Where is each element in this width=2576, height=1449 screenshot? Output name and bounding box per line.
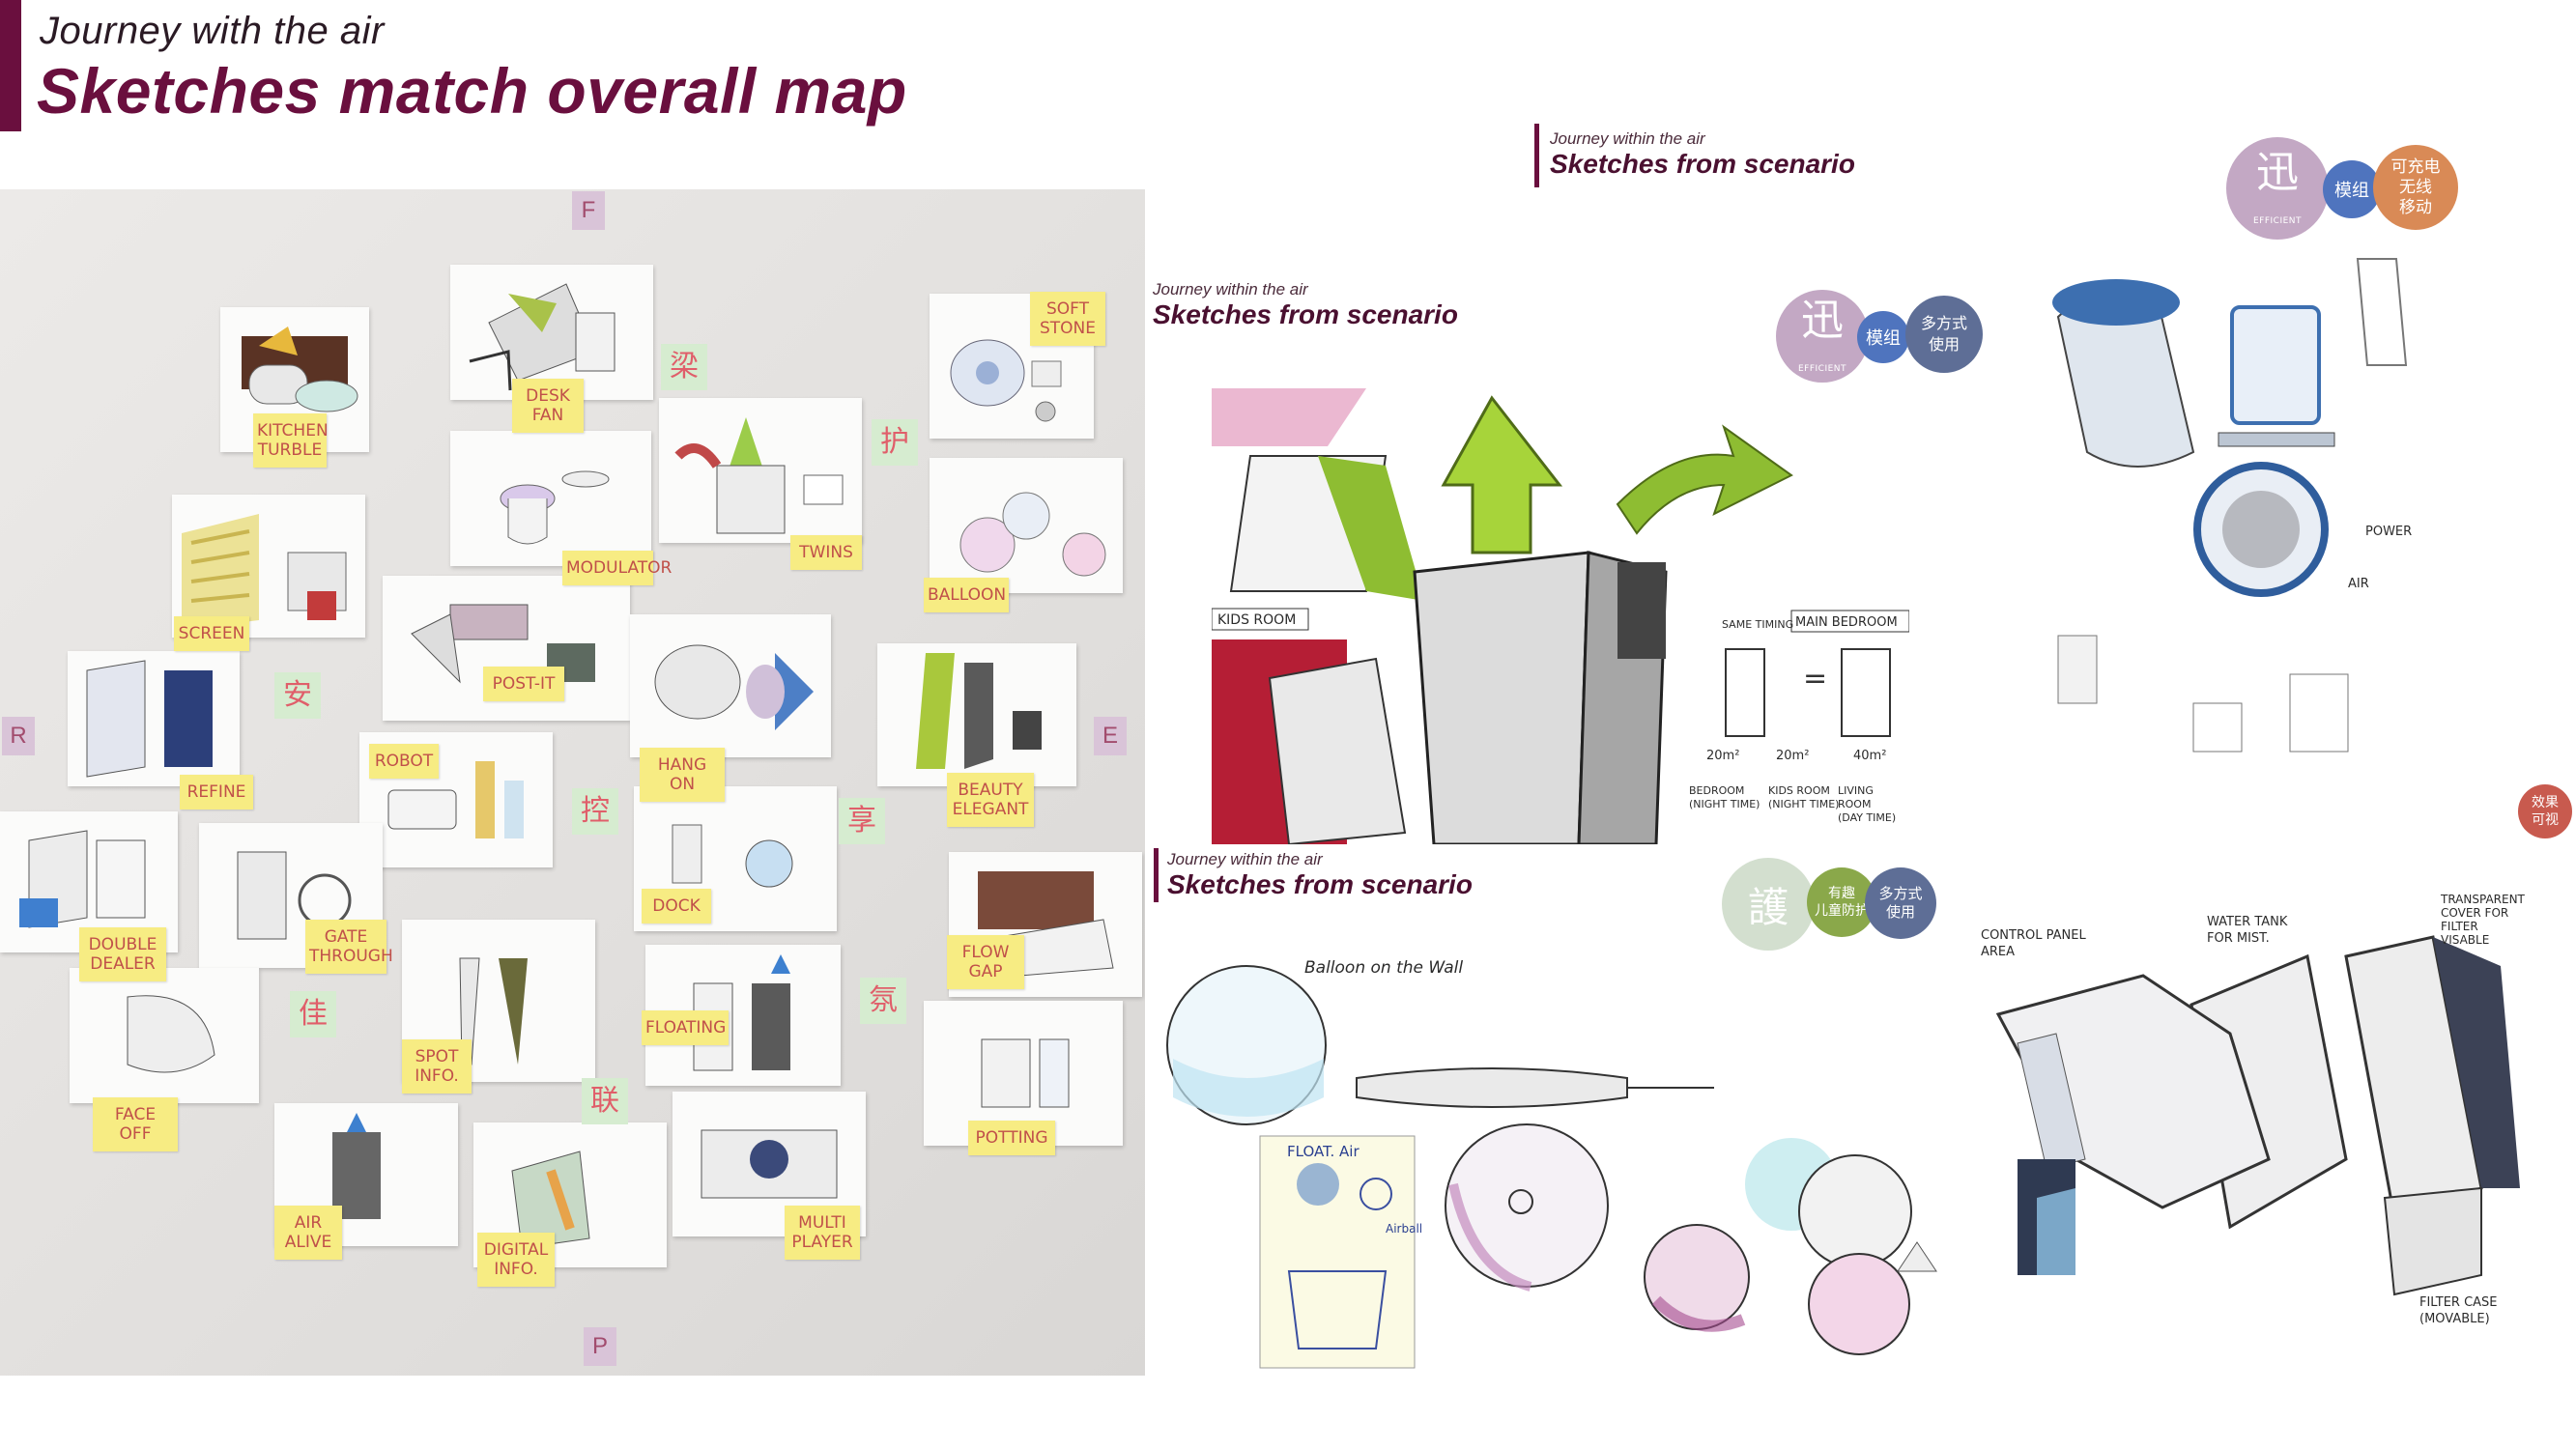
sticky-note: POTTING bbox=[968, 1121, 1055, 1155]
sticky-note: MULTI PLAYER bbox=[785, 1206, 860, 1260]
sticky-note: GATE THROUGH bbox=[305, 920, 393, 974]
power-label: POWER bbox=[2365, 525, 2413, 539]
sticky-note: REFINE bbox=[180, 775, 253, 810]
sketch-sheet bbox=[450, 265, 653, 400]
sticky-note: SCREEN bbox=[174, 616, 249, 651]
scenario-right-accent bbox=[1534, 124, 1539, 187]
kids-room-sketch: = KIDS ROOM MAIN BEDROOM SAME TIMING 20m… bbox=[1212, 388, 1909, 844]
protect-badge: 護 bbox=[1722, 858, 1815, 951]
fun-badge: 有趣 儿童防护 bbox=[1807, 867, 1876, 937]
header-accent-bar bbox=[0, 0, 21, 131]
efficient-badge-right: 迅 EFFICIENT bbox=[2226, 137, 2329, 240]
sticky-note: ROBOT bbox=[369, 744, 439, 779]
scenario-top-heading: Journey within the air Sketches from sce… bbox=[1153, 280, 1458, 330]
filter-case-label: FILTER CASE (MOVABLE) bbox=[2419, 1295, 2498, 1326]
wall-char-note: 佳 bbox=[290, 991, 336, 1037]
multi-use-badge: 多方式 使用 bbox=[1905, 296, 1983, 373]
sketch-wall-photo: F R E P bbox=[0, 189, 1145, 1376]
air-label: AIR bbox=[2348, 577, 2369, 591]
wall-char-note: 梁 bbox=[661, 344, 707, 390]
scenario-top-title: Sketches from scenario bbox=[1153, 299, 1458, 329]
module-badge-right: 模组 bbox=[2323, 160, 2381, 218]
efficient-label: EFFICIENT bbox=[1797, 363, 1847, 374]
sticky-note: DIGITAL INFO. bbox=[477, 1233, 555, 1287]
sticky-note: FLOATING bbox=[642, 1010, 729, 1045]
balloon-sketch: Balloon on the Wall FLOAT. Air Airball bbox=[1163, 952, 1975, 1378]
svg-text:=: = bbox=[1803, 662, 1827, 696]
sketch-sheet bbox=[70, 968, 259, 1103]
sketch-sheet bbox=[630, 614, 831, 757]
scenario-bottom-title: Sketches from scenario bbox=[1167, 869, 1473, 899]
wall-char-note: 氛 bbox=[860, 978, 906, 1024]
sticky-note: AIR ALIVE bbox=[274, 1206, 342, 1260]
sticky-note: BALLOON bbox=[924, 578, 1009, 612]
wall-char-note: 享 bbox=[839, 798, 885, 844]
airball-label: Airball bbox=[1386, 1222, 1423, 1236]
module-badge: 模组 bbox=[1857, 311, 1909, 363]
room-name-3: LIVING ROOM (DAY TIME) bbox=[1838, 784, 1897, 824]
sticky-note: TWINS bbox=[790, 535, 862, 570]
multi-use-badge-bottom: 多方式 使用 bbox=[1865, 867, 1936, 939]
scenario-bottom-heading: Journey within the air Sketches from sce… bbox=[1167, 850, 1473, 900]
sticky-note: BEAUTY ELEGANT bbox=[947, 773, 1034, 827]
sticky-note: DOUBLE DEALER bbox=[79, 927, 166, 981]
scenario-bottom-accent bbox=[1154, 848, 1159, 902]
wall-letter-r: R bbox=[2, 717, 35, 755]
sketch-sheet bbox=[645, 945, 841, 1086]
wall-char-note: 护 bbox=[872, 419, 918, 466]
rechargeable-badge: 可充电 无线 移动 bbox=[2373, 145, 2458, 230]
transparent-cover-label: TRANSPARENT COVER FOR FILTER VISABLE bbox=[2441, 893, 2525, 947]
wall-char-note: 安 bbox=[274, 672, 321, 719]
room-size-2: 20m² bbox=[1776, 749, 1810, 763]
scenario-top-subtitle: Journey within the air bbox=[1153, 280, 1308, 298]
filter-case-sketch: CONTROL PANEL AREA WATER TANK FOR MIST. … bbox=[1979, 869, 2568, 1352]
sticky-note: KITCHEN TURBLE bbox=[253, 413, 329, 468]
wall-letter-e: E bbox=[1094, 717, 1127, 755]
wall-char-note: 联 bbox=[582, 1078, 628, 1124]
sticky-note: SPOT INFO. bbox=[402, 1039, 472, 1094]
wall-char-note: 控 bbox=[572, 788, 618, 835]
sticky-note: DOCK bbox=[642, 889, 711, 923]
page-subtitle: Journey with the air bbox=[40, 10, 385, 52]
sketch-sheet bbox=[172, 495, 365, 638]
room-size-1: 20m² bbox=[1706, 749, 1740, 763]
sketch-sheet bbox=[450, 431, 651, 566]
sticky-note: POST-IT bbox=[483, 667, 564, 701]
efficient-badge: 迅 EFFICIENT bbox=[1776, 290, 1869, 383]
scenario-right-title: Sketches from scenario bbox=[1550, 149, 1855, 179]
sketch-sheet bbox=[220, 307, 369, 452]
scenario-right-subtitle: Journey within the air bbox=[1550, 129, 1705, 148]
sticky-note: MODULATOR bbox=[562, 551, 672, 585]
sketch-sheet bbox=[68, 651, 240, 786]
effect-visible-badge: 效果 可视 bbox=[2518, 784, 2572, 838]
control-panel-label: CONTROL PANEL AREA bbox=[1981, 928, 2086, 959]
room-size-3: 40m² bbox=[1853, 749, 1887, 763]
wall-letter-f: F bbox=[572, 191, 605, 230]
sticky-note: FACE OFF bbox=[93, 1097, 178, 1151]
scenario-bottom-subtitle: Journey within the air bbox=[1167, 850, 1323, 868]
float-air-label: FLOAT. Air bbox=[1287, 1143, 1360, 1160]
sketch-sheet bbox=[877, 643, 1076, 786]
room-name-2: KIDS ROOM (NIGHT TIME) bbox=[1768, 784, 1840, 810]
room-name-1: BEDROOM (NIGHT TIME) bbox=[1689, 784, 1760, 810]
efficient-label-right: EFFICIENT bbox=[2252, 215, 2303, 226]
same-timing-label: SAME TIMING bbox=[1722, 618, 1794, 631]
sticky-note: DESK FAN bbox=[512, 379, 584, 433]
wall-letter-p: P bbox=[584, 1327, 616, 1366]
water-tank-label: WATER TANK FOR MIST. bbox=[2207, 915, 2288, 946]
portable-purifier-sketch: POWER AIR bbox=[2039, 249, 2454, 790]
balloon-label: Balloon on the Wall bbox=[1304, 958, 1464, 978]
main-bedroom-label: MAIN BEDROOM bbox=[1795, 615, 1898, 630]
sticky-note: HANG ON bbox=[640, 748, 725, 802]
kids-room-label: KIDS ROOM bbox=[1217, 612, 1297, 628]
sketch-sheet bbox=[930, 458, 1123, 593]
efficient-glyph-right: 迅 bbox=[2256, 147, 2299, 197]
sketch-sheet bbox=[659, 398, 862, 543]
scenario-right-heading: Journey within the air Sketches from sce… bbox=[1550, 129, 1855, 180]
sticky-note: FLOW GAP bbox=[947, 935, 1024, 989]
sticky-note: SOFT STONE bbox=[1030, 292, 1105, 346]
efficient-glyph: 迅 bbox=[1801, 295, 1844, 345]
page-title: Sketches match overall map bbox=[37, 55, 907, 127]
